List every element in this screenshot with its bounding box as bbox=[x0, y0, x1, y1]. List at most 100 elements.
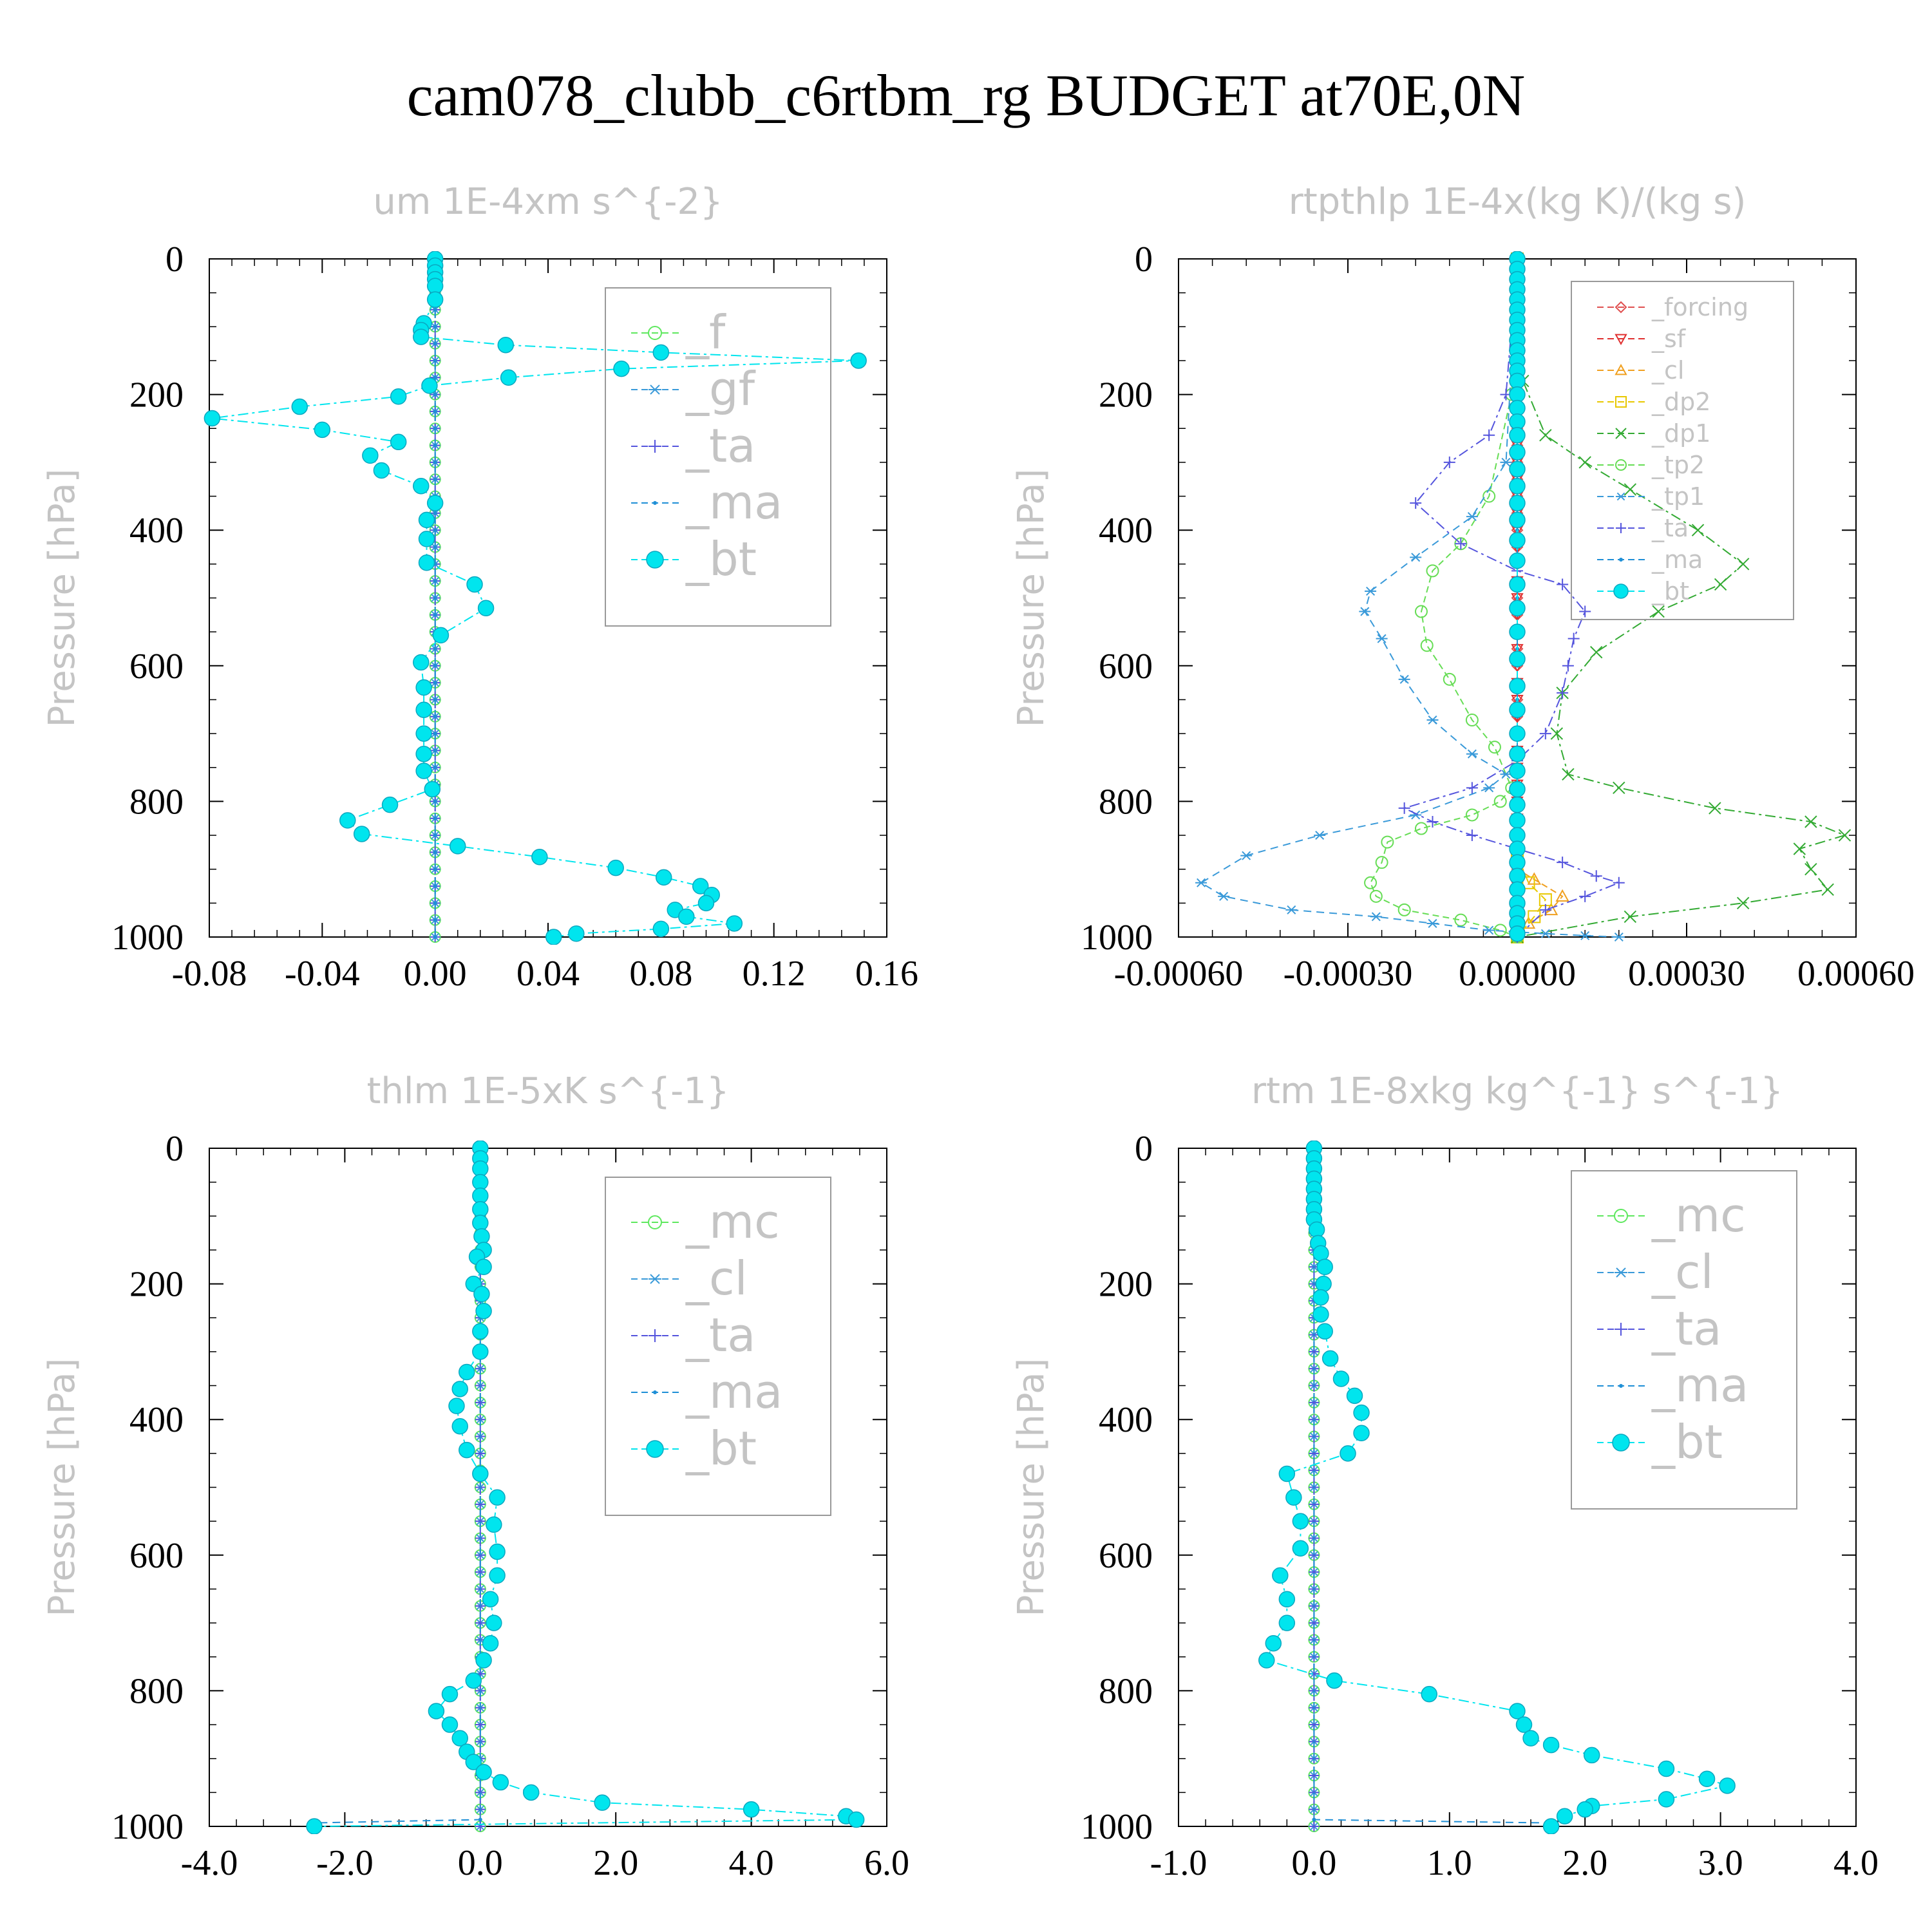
data-point bbox=[1509, 796, 1526, 813]
data-point bbox=[418, 531, 435, 547]
y-tick-label: 600 bbox=[129, 1536, 184, 1576]
panel-title: rtpthlp 1E-4x(kg K)/(kg s) bbox=[1289, 181, 1747, 223]
legend: _mc_cl_ta_ma_bt bbox=[605, 1177, 831, 1516]
data-point bbox=[1577, 1801, 1593, 1818]
data-point bbox=[486, 1615, 502, 1631]
panel-title: um 1E-4xm s^{-2} bbox=[373, 181, 723, 223]
data-point bbox=[1624, 910, 1637, 923]
series-ta bbox=[1398, 253, 1625, 943]
data-point bbox=[1309, 1821, 1320, 1832]
legend-marker bbox=[1616, 492, 1626, 501]
data-point bbox=[449, 838, 466, 855]
data-point bbox=[1312, 1306, 1329, 1323]
data-point bbox=[1272, 1567, 1289, 1584]
data-point bbox=[1509, 444, 1526, 460]
y-tick-label: 200 bbox=[1099, 375, 1153, 415]
data-point bbox=[1314, 831, 1326, 840]
data-point bbox=[1340, 1445, 1356, 1462]
legend-item-tp2: _tp2 bbox=[1597, 451, 1705, 479]
plot-panel-3: thlm 1E-5xK s^{-1} Pressure [hPa] -4.0 -2.0… bbox=[41, 1070, 909, 1883]
data-point bbox=[743, 1801, 760, 1818]
data-point bbox=[433, 477, 437, 482]
data-point bbox=[697, 895, 715, 912]
legend-item-cl: _cl bbox=[631, 1251, 748, 1305]
panel-title: rtm 1E-8xkg kg^{-1} s^{-1} bbox=[1251, 1070, 1783, 1112]
data-point bbox=[1736, 558, 1750, 571]
data-point bbox=[1804, 815, 1817, 828]
x-tick-label: 0.00030 bbox=[1628, 954, 1745, 994]
data-point bbox=[433, 426, 437, 431]
legend-label: _forcing bbox=[1651, 293, 1748, 321]
legend-marker bbox=[646, 551, 664, 569]
data-point bbox=[1509, 532, 1526, 549]
data-point bbox=[381, 796, 399, 813]
legend-label: _f bbox=[685, 305, 726, 359]
data-point bbox=[655, 869, 672, 886]
data-point bbox=[1420, 639, 1434, 652]
series-line bbox=[1313, 1148, 1551, 1824]
data-point bbox=[1312, 1817, 1316, 1822]
legend-marker bbox=[649, 384, 661, 395]
data-point bbox=[465, 1754, 482, 1770]
x-tick-label: -2.0 bbox=[316, 1843, 374, 1883]
legend-item-ta: _ta bbox=[631, 419, 755, 473]
data-point bbox=[433, 528, 437, 533]
data-point bbox=[1278, 1615, 1296, 1631]
data-point bbox=[1381, 835, 1394, 849]
data-point bbox=[433, 816, 437, 820]
data-point bbox=[545, 929, 562, 945]
data-point bbox=[433, 545, 437, 549]
legend-marker bbox=[653, 1390, 657, 1394]
y-tick-label: 400 bbox=[1099, 511, 1153, 551]
data-point bbox=[1465, 808, 1479, 822]
data-point bbox=[1364, 876, 1378, 889]
legend: _forcing _sf _cl _dp2 _dp1 _tp2 _tp1 _ta _ma _bt bbox=[1571, 281, 1794, 620]
legend-label: _bt bbox=[1651, 577, 1689, 605]
legend-box bbox=[1571, 1170, 1797, 1510]
legend-label: _tp1 bbox=[1651, 482, 1705, 511]
data-point bbox=[1493, 795, 1507, 808]
data-point bbox=[1353, 1404, 1370, 1421]
data-point bbox=[1483, 925, 1495, 935]
data-point bbox=[1316, 1258, 1333, 1276]
data-point bbox=[433, 799, 437, 804]
legend-item-tp1: _tp1 bbox=[1597, 482, 1705, 511]
legend-item-cl: _cl bbox=[1597, 1245, 1714, 1299]
data-point bbox=[433, 697, 437, 702]
data-point bbox=[1414, 605, 1428, 618]
data-point bbox=[433, 612, 437, 617]
data-point bbox=[1562, 768, 1575, 781]
data-point bbox=[472, 1465, 489, 1482]
x-tick-label: 4.0 bbox=[1833, 1843, 1879, 1883]
data-point bbox=[339, 812, 356, 829]
legend-label: _cl bbox=[1651, 1245, 1714, 1299]
series-ma bbox=[433, 257, 437, 939]
data-point bbox=[1542, 1818, 1560, 1834]
x-tick-label: -0.00030 bbox=[1283, 954, 1413, 994]
data-point bbox=[1613, 932, 1625, 942]
series-line bbox=[314, 1148, 857, 1827]
data-point bbox=[433, 732, 437, 736]
data-point bbox=[1539, 904, 1551, 916]
data-point bbox=[413, 478, 430, 495]
data-point bbox=[1509, 650, 1526, 668]
legend-marker bbox=[648, 326, 662, 340]
y-axis-label: Pressure [hPa] bbox=[1010, 469, 1052, 728]
legend-label: _bt bbox=[1651, 1415, 1723, 1469]
plot-panel-2: rtpthlp 1E-4x(kg K)/(kg s) Pressure [hPa]… bbox=[1010, 181, 1915, 994]
data-point bbox=[433, 867, 437, 871]
legend-marker bbox=[1615, 334, 1627, 346]
data-point bbox=[1375, 856, 1388, 869]
legend-marker bbox=[1615, 301, 1627, 314]
data-point bbox=[473, 1228, 490, 1245]
data-layer bbox=[306, 1141, 865, 1834]
data-point bbox=[1509, 460, 1526, 478]
legend-label: _ma bbox=[685, 475, 782, 529]
data-point bbox=[433, 647, 437, 651]
data-point bbox=[433, 663, 437, 668]
data-point bbox=[500, 369, 517, 386]
data-point bbox=[1509, 511, 1526, 529]
data-point bbox=[1278, 1465, 1296, 1482]
data-point bbox=[418, 554, 435, 571]
legend-box bbox=[605, 1177, 831, 1516]
